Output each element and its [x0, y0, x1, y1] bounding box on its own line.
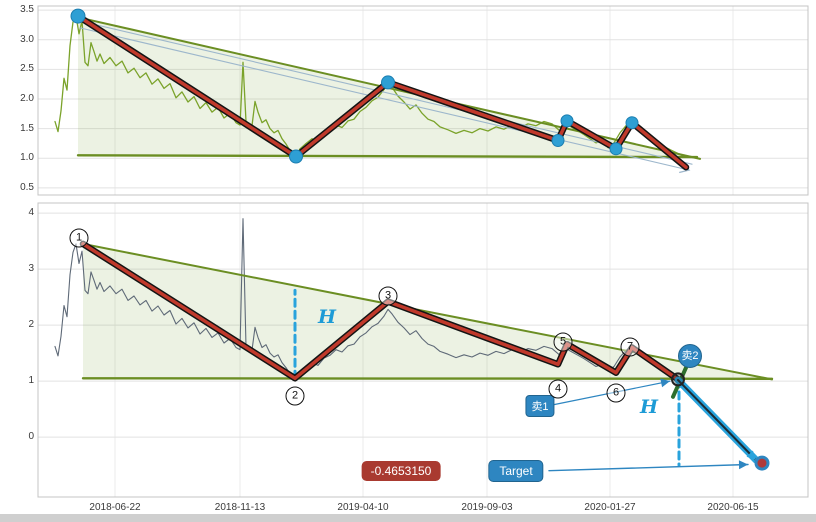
sell1-pointer-line-arrowhead	[660, 378, 670, 388]
target-point-marker	[754, 455, 770, 471]
target-value-badge: -0.4653150	[361, 461, 441, 481]
pivot-number-3: 3	[378, 286, 398, 306]
window-footer-bar	[0, 514, 816, 522]
top-panel-border	[37, 5, 809, 196]
y-tick-label: 1.0	[20, 152, 34, 163]
pivot-number-6: 6	[606, 383, 626, 403]
pivot-number-1: 1	[69, 228, 89, 248]
target-arrow-line-arrowhead	[738, 460, 748, 470]
pivot-dot-5	[560, 114, 574, 128]
y-tick-label: 3.0	[20, 34, 34, 45]
y-tick-label: 3.5	[20, 4, 34, 15]
triangle-upper-line	[82, 242, 773, 381]
y-tick-label: 2.5	[20, 63, 34, 74]
triangle-base-line	[76, 154, 699, 159]
pivot-number-4: 4	[548, 379, 568, 399]
y-tick-label: 4	[28, 207, 34, 218]
pivot-dot-6	[609, 142, 623, 156]
pivot-dot-3	[381, 75, 395, 90]
pivot-number-7: 7	[620, 337, 640, 357]
triangle-base-line	[81, 377, 774, 380]
x-tick-label: 2018-11-13	[214, 502, 266, 513]
y-tick-label: 1.5	[20, 123, 34, 134]
trend-arrow-line-1	[83, 21, 693, 165]
price-line	[54, 218, 685, 380]
trend-arrow-line-2	[79, 27, 690, 171]
breakdown-marker	[671, 372, 685, 387]
pivot-number-5: 5	[553, 332, 573, 352]
pivot-dot-7	[625, 116, 639, 130]
y-tick-label: 1	[28, 375, 34, 386]
x-tick-label: 2018-06-22	[89, 502, 141, 513]
y-tick-label: 2.0	[20, 93, 34, 104]
sell-2-badge: 卖2	[678, 344, 702, 368]
target-badge: Target	[488, 460, 544, 482]
y-tick-label: 3	[28, 263, 34, 274]
projection-line	[677, 379, 757, 461]
pivot-dot-2	[289, 149, 303, 164]
y-tick-label: 0	[28, 431, 34, 442]
target-arrow-line	[548, 463, 749, 472]
pivot-dot-1	[70, 8, 86, 24]
pivot-number-2: 2	[285, 386, 305, 406]
height-label-h2: H	[640, 396, 658, 418]
x-tick-label: 2020-01-27	[584, 502, 636, 513]
sell-1-badge: 卖1	[525, 395, 555, 417]
y-tick-label: 2	[28, 319, 34, 330]
x-tick-label: 2019-04-10	[337, 502, 389, 513]
pivot-dot-4	[551, 134, 565, 147]
x-tick-label: 2020-06-15	[707, 502, 759, 513]
projection-line-arrowhead	[746, 450, 756, 460]
x-tick-label: 2019-09-03	[461, 502, 513, 513]
y-tick-label: 0.5	[20, 182, 34, 193]
bottom-panel-border	[37, 202, 809, 498]
height-label-h1: H	[318, 306, 336, 328]
